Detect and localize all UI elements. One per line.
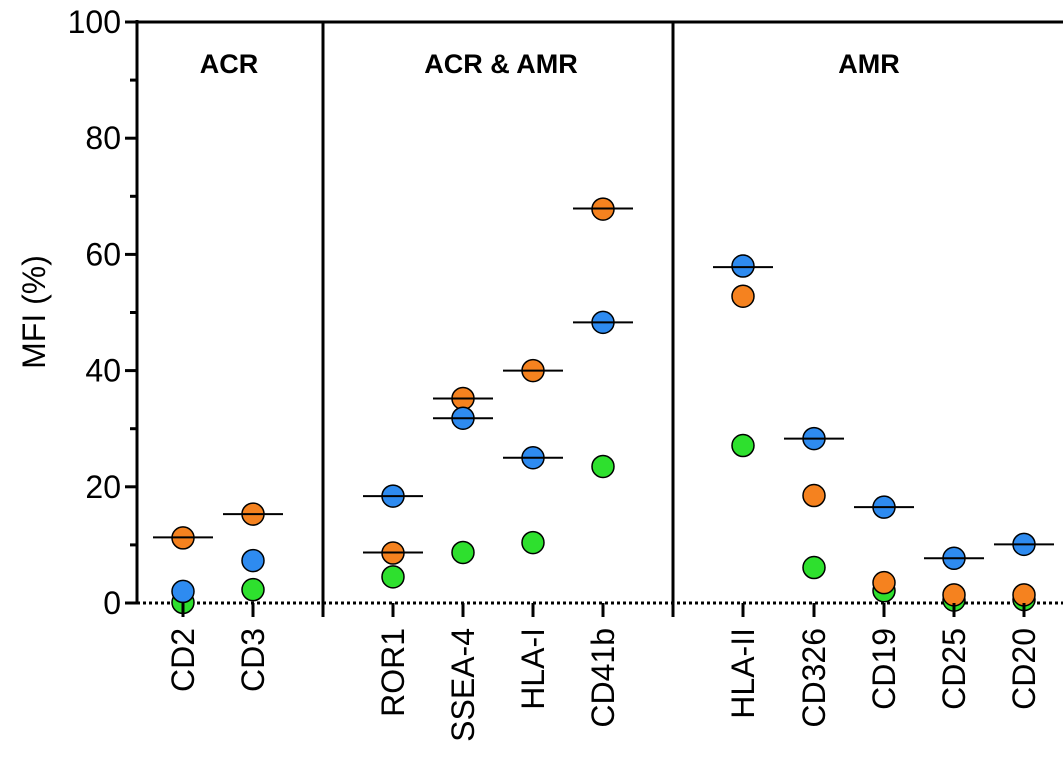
- y-tick-label: 40: [85, 353, 121, 389]
- y-tick-label: 0: [103, 585, 121, 621]
- y-tick-label: 100: [68, 4, 121, 40]
- data-point-green: [521, 530, 545, 555]
- axes: 0 20 40 60 80 100: [68, 4, 1063, 621]
- category-labels: CD2 CD3 ROR1 SSEA-4 HLA-I CD41b HLA-II CD326 CD1…: [165, 603, 1042, 742]
- data-point-orange: [942, 583, 966, 607]
- panel-dividers: ACR ACR & AMR AMR: [200, 22, 900, 617]
- median-lines: [153, 207, 1054, 560]
- data-point-orange: [802, 483, 826, 508]
- data-point-blue: [731, 254, 755, 278]
- x-tick-label: ROR1: [375, 628, 411, 717]
- panel-label: ACR & AMR: [424, 49, 577, 79]
- y-tick-label: 20: [85, 469, 121, 505]
- data-point-orange: [872, 570, 896, 595]
- y-tick-label: 80: [85, 120, 121, 156]
- x-tick-label: CD2: [165, 628, 201, 692]
- data-point-green: [381, 565, 405, 589]
- data-point-green: [731, 433, 755, 458]
- x-tick-label: CD3: [235, 628, 271, 692]
- data-points: [171, 197, 1036, 615]
- data-point-blue: [171, 579, 195, 604]
- data-point-orange: [1012, 583, 1036, 607]
- y-axis-title: MFI (%): [16, 255, 52, 369]
- data-point-green: [591, 454, 615, 479]
- data-point-blue: [241, 548, 265, 573]
- data-point-green: [241, 577, 265, 602]
- x-tick-label: CD19: [866, 628, 902, 710]
- x-tick-label: CD20: [1006, 628, 1042, 710]
- x-tick-label: HLA-I: [515, 628, 551, 710]
- x-tick-label: SSEA-4: [445, 628, 481, 742]
- x-tick-label: CD41b: [585, 628, 621, 728]
- x-tick-label: CD326: [796, 628, 832, 728]
- x-tick-label: CD25: [936, 628, 972, 710]
- panel-label: AMR: [838, 49, 900, 79]
- panel-label: ACR: [200, 49, 259, 79]
- x-tick-label: HLA-II: [725, 628, 761, 719]
- data-point-orange: [731, 284, 755, 308]
- data-point-green: [802, 555, 826, 580]
- data-point-green: [451, 540, 475, 565]
- y-tick-label: 60: [85, 236, 121, 272]
